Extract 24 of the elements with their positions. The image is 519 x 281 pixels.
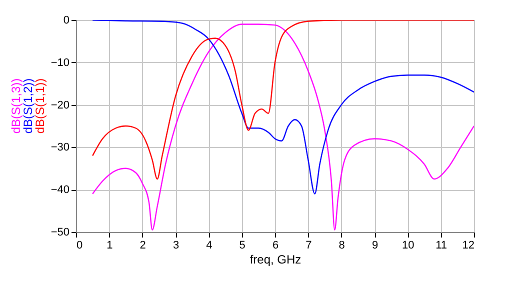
x-tick-label: 7 [306, 240, 312, 252]
x-tick-label: 12 [462, 240, 474, 252]
y-tick-label: −30 [50, 142, 70, 154]
y-tick-label: −50 [50, 226, 70, 238]
y-tick-label: −40 [50, 184, 70, 196]
x-tick-label: 10 [402, 240, 414, 252]
x-tick-label: 6 [272, 240, 279, 252]
text: dB(S(1,2)) [21, 78, 35, 134]
x-tick-label: 5 [239, 240, 246, 252]
x-tick-label: 1 [106, 240, 113, 252]
x-tick-label: 11 [436, 240, 448, 252]
line-series [92, 24, 474, 230]
x-tick-label: 4 [206, 240, 212, 252]
x-axis-title: freq, GHz [250, 252, 302, 266]
text: dB(S(1,1)) [33, 78, 47, 134]
y-tick-label: −20 [50, 99, 70, 112]
x-tick-label: 0 [76, 240, 83, 252]
text: dB(S(1,3)) [9, 78, 23, 134]
y-tick-label: −10 [50, 56, 70, 69]
x-tick-label: 2 [140, 240, 146, 252]
x-tick-label: 8 [338, 240, 345, 252]
y-tick-label: 0 [63, 14, 70, 26]
x-tick-label: 9 [372, 240, 378, 252]
x-tick-label: 3 [172, 240, 180, 252]
